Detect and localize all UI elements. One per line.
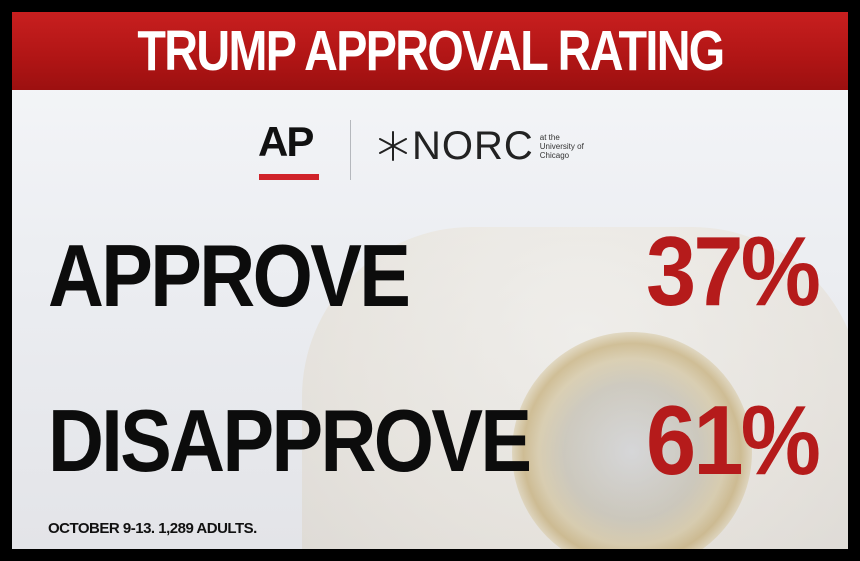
logo-divider bbox=[350, 120, 351, 180]
norc-wordmark: NORC bbox=[412, 124, 534, 168]
title-banner: TRUMP APPROVAL RATING bbox=[12, 12, 848, 90]
norc-logo: NORC at the University of Chicago bbox=[376, 124, 590, 168]
poll-footnote: OCTOBER 9-13. 1,289 ADULTS. bbox=[48, 520, 257, 537]
disapprove-label: DISAPPROVE bbox=[48, 391, 532, 490]
page-title: TRUMP APPROVAL RATING bbox=[136, 19, 725, 83]
approve-value: 37% bbox=[645, 216, 821, 326]
disapprove-value: 61% bbox=[645, 385, 821, 495]
logos-bar: AP NORC at the University of Chicago bbox=[12, 112, 848, 192]
norc-star-icon bbox=[379, 131, 407, 161]
approve-label: APPROVE bbox=[48, 226, 411, 325]
norc-subtitle-line: at the bbox=[539, 132, 560, 142]
presidential-seal-background bbox=[512, 332, 752, 549]
ap-logo: AP bbox=[258, 118, 314, 165]
norc-subtitle: at the University of Chicago bbox=[540, 133, 590, 160]
norc-subtitle-line: Chicago bbox=[539, 150, 570, 160]
norc-subtitle-line: University of bbox=[539, 141, 584, 151]
ap-logo-underline bbox=[259, 174, 319, 180]
graphic-frame: TRUMP APPROVAL RATING AP NORC at the Uni… bbox=[12, 12, 848, 549]
